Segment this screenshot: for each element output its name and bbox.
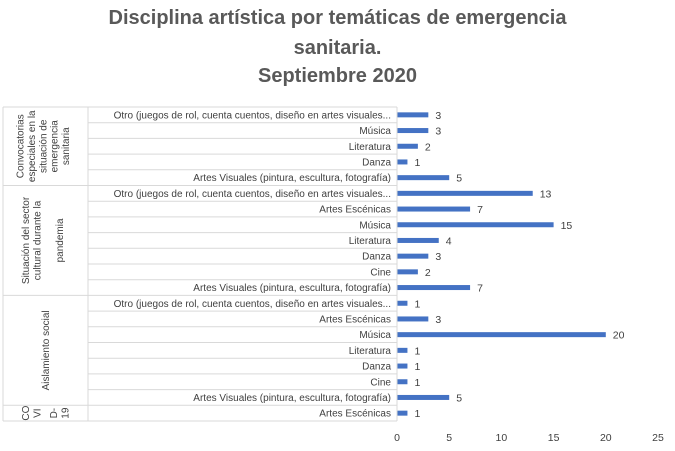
bar (397, 410, 408, 416)
bar (397, 222, 554, 228)
data-label: 2 (425, 267, 431, 279)
group-label: emergencia (49, 120, 60, 173)
data-label: 1 (414, 361, 420, 373)
category-label: Artes Escénicas (319, 409, 391, 420)
bar (397, 159, 408, 165)
data-label: 7 (477, 283, 483, 295)
category-label: Cine (370, 377, 391, 388)
category-label: Otro (juegos de rol, cuenta cuentos, dis… (114, 110, 391, 121)
group-label: situación de (39, 119, 50, 173)
group-label: VI (33, 408, 44, 417)
bar (397, 112, 429, 118)
data-label: 1 (414, 408, 420, 420)
data-label: 13 (540, 188, 552, 200)
category-label: Danza (362, 157, 391, 168)
category-label: Artes Escénicas (319, 314, 391, 325)
data-label: 7 (477, 204, 483, 216)
category-label: Otro (juegos de rol, cuenta cuentos, dis… (114, 299, 391, 310)
bar (397, 253, 429, 259)
group-label: sanitaria (61, 127, 72, 165)
group-label: especiales en la (27, 110, 38, 182)
chart-title-line-1: Disciplina artística por temáticas de em… (108, 7, 567, 29)
category-label: Danza (362, 252, 391, 263)
group-label: 19 (61, 407, 72, 419)
bar (397, 143, 418, 149)
category-label: Artes Visuales (pintura, escultura, foto… (193, 283, 391, 294)
category-label: Música (359, 330, 391, 341)
chart-title-line-2: sanitaria. (293, 37, 382, 59)
x-tick-label: 20 (600, 432, 612, 444)
bar (397, 300, 408, 306)
data-label: 15 (561, 220, 573, 232)
data-label: 1 (414, 377, 420, 389)
data-label: 3 (435, 251, 441, 263)
category-label: Artes Visuales (pintura, escultura, foto… (193, 393, 391, 404)
bar (397, 332, 606, 338)
group-label: Situación del sector (21, 196, 32, 284)
group-label: pandemia (55, 218, 66, 262)
x-tick-label: 25 (652, 432, 664, 444)
bar (397, 190, 533, 196)
bar (397, 128, 429, 134)
category-label: Otro (juegos de rol, cuenta cuentos, dis… (114, 189, 391, 200)
category-label: Música (359, 220, 391, 231)
data-label: 1 (414, 345, 420, 357)
x-tick-label: 5 (446, 432, 452, 444)
data-label: 3 (435, 126, 441, 138)
category-label: Literatura (349, 142, 392, 153)
bar (397, 285, 471, 291)
group-label: Convocatorias (16, 114, 27, 178)
bar (397, 269, 418, 275)
bar (397, 237, 439, 243)
data-label: 20 (613, 330, 625, 342)
data-label: 5 (456, 173, 462, 185)
bar (397, 206, 471, 212)
category-label: Artes Escénicas (319, 205, 391, 216)
category-label: Artes Visuales (pintura, escultura, foto… (193, 173, 391, 184)
data-label: 4 (446, 235, 452, 247)
group-label: cultural durante la (33, 200, 44, 280)
category-label: Literatura (349, 346, 392, 357)
bar (397, 363, 408, 369)
data-label: 1 (414, 298, 420, 310)
bar (397, 316, 429, 322)
data-label: 5 (456, 392, 462, 404)
bar (397, 379, 408, 385)
category-label: Música (359, 126, 391, 137)
group-label: CO (21, 405, 32, 420)
x-tick-label: 10 (496, 432, 508, 444)
category-label: Literatura (349, 236, 392, 247)
bar (397, 347, 408, 353)
data-label: 3 (435, 110, 441, 122)
category-label: Danza (362, 362, 391, 373)
bar (397, 175, 450, 181)
group-label: Aislamiento social (41, 310, 52, 390)
x-tick-label: 0 (394, 432, 400, 444)
chart-title-line-3: Septiembre 2020 (258, 65, 417, 87)
data-label: 3 (435, 314, 441, 326)
bar (397, 394, 450, 400)
category-label: Cine (370, 267, 391, 278)
x-tick-label: 15 (548, 432, 560, 444)
data-label: 1 (414, 157, 420, 169)
data-label: 2 (425, 141, 431, 153)
group-label: D- (49, 408, 60, 419)
